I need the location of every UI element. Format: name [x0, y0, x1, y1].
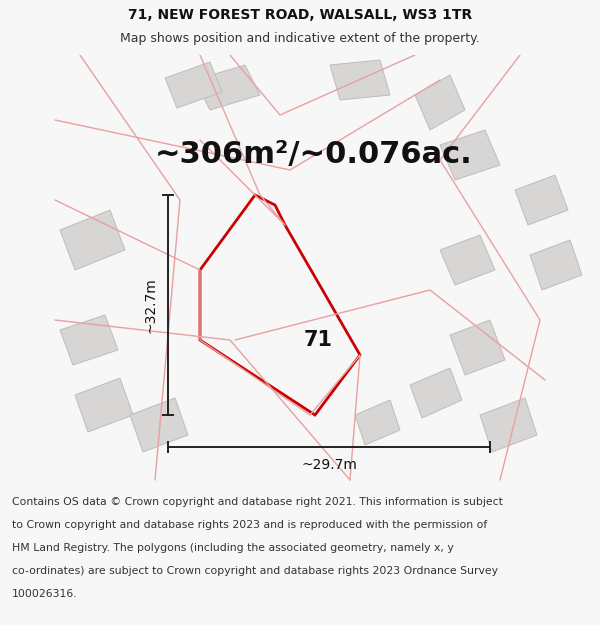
Text: co-ordinates) are subject to Crown copyright and database rights 2023 Ordnance S: co-ordinates) are subject to Crown copyr…	[12, 566, 498, 576]
Text: to Crown copyright and database rights 2023 and is reproduced with the permissio: to Crown copyright and database rights 2…	[12, 520, 487, 530]
Polygon shape	[480, 398, 537, 452]
Text: 71, NEW FOREST ROAD, WALSALL, WS3 1TR: 71, NEW FOREST ROAD, WALSALL, WS3 1TR	[128, 8, 472, 22]
Text: Map shows position and indicative extent of the property.: Map shows position and indicative extent…	[120, 32, 480, 45]
Polygon shape	[75, 378, 133, 432]
Text: ~29.7m: ~29.7m	[301, 458, 357, 472]
Text: ~32.7m: ~32.7m	[143, 277, 157, 333]
Polygon shape	[515, 175, 568, 225]
Polygon shape	[60, 210, 125, 270]
Text: HM Land Registry. The polygons (including the associated geometry, namely x, y: HM Land Registry. The polygons (includin…	[12, 542, 454, 552]
Polygon shape	[530, 240, 582, 290]
Polygon shape	[415, 75, 465, 130]
Text: 100026316.: 100026316.	[12, 589, 77, 599]
Polygon shape	[440, 235, 495, 285]
Polygon shape	[130, 398, 188, 452]
Polygon shape	[330, 60, 390, 100]
Polygon shape	[450, 320, 505, 375]
Polygon shape	[60, 315, 118, 365]
Polygon shape	[440, 130, 500, 180]
Text: ~306m²/~0.076ac.: ~306m²/~0.076ac.	[155, 141, 473, 169]
Polygon shape	[410, 368, 462, 418]
Polygon shape	[165, 62, 222, 108]
Text: 71: 71	[304, 330, 332, 350]
Polygon shape	[355, 400, 400, 445]
Polygon shape	[195, 65, 260, 110]
Text: Contains OS data © Crown copyright and database right 2021. This information is : Contains OS data © Crown copyright and d…	[12, 497, 503, 507]
